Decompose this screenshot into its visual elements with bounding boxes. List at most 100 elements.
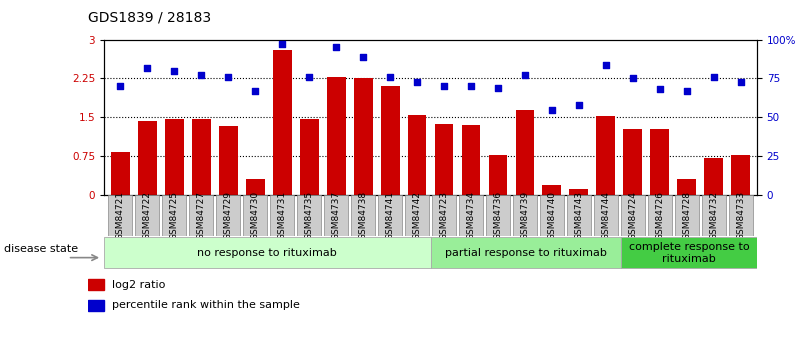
Bar xyxy=(138,121,157,195)
Bar xyxy=(623,129,642,195)
FancyBboxPatch shape xyxy=(729,195,753,236)
Text: GSM84742: GSM84742 xyxy=(413,191,421,240)
Text: GSM84732: GSM84732 xyxy=(709,191,718,240)
Bar xyxy=(408,115,426,195)
Text: complete response to
rituximab: complete response to rituximab xyxy=(629,242,749,264)
Text: GSM84729: GSM84729 xyxy=(223,191,233,240)
Point xyxy=(330,45,343,50)
Text: GSM84721: GSM84721 xyxy=(116,191,125,240)
Text: GSM84722: GSM84722 xyxy=(143,191,152,240)
Point xyxy=(356,54,369,60)
Text: no response to rituximab: no response to rituximab xyxy=(198,248,337,258)
Bar xyxy=(88,299,104,311)
Point xyxy=(465,83,477,89)
Point xyxy=(545,107,558,112)
FancyBboxPatch shape xyxy=(216,195,240,236)
Text: GSM84736: GSM84736 xyxy=(493,191,502,240)
Point xyxy=(195,72,207,78)
Bar xyxy=(246,179,264,195)
FancyBboxPatch shape xyxy=(108,195,132,236)
Point xyxy=(276,41,288,47)
FancyBboxPatch shape xyxy=(540,195,564,236)
Bar xyxy=(542,185,562,195)
Text: GSM84727: GSM84727 xyxy=(197,191,206,240)
Point xyxy=(384,74,396,80)
Text: GDS1839 / 28183: GDS1839 / 28183 xyxy=(88,10,211,24)
Bar xyxy=(88,279,104,290)
Text: GSM84723: GSM84723 xyxy=(440,191,449,240)
Bar xyxy=(650,129,670,195)
Bar xyxy=(111,152,130,195)
FancyBboxPatch shape xyxy=(459,195,483,236)
Bar xyxy=(597,116,615,195)
Text: disease state: disease state xyxy=(4,244,78,254)
Point xyxy=(654,87,666,92)
FancyBboxPatch shape xyxy=(405,195,429,236)
FancyBboxPatch shape xyxy=(189,195,213,236)
Text: GSM84740: GSM84740 xyxy=(547,191,557,240)
Point xyxy=(303,74,316,80)
Bar xyxy=(327,77,345,195)
Text: GSM84724: GSM84724 xyxy=(628,191,638,240)
Text: percentile rank within the sample: percentile rank within the sample xyxy=(112,300,300,310)
Bar xyxy=(435,124,453,195)
Text: GSM84737: GSM84737 xyxy=(332,191,340,240)
Text: GSM84725: GSM84725 xyxy=(170,191,179,240)
Point xyxy=(411,79,424,85)
Bar xyxy=(731,155,751,195)
Point xyxy=(626,76,639,81)
FancyBboxPatch shape xyxy=(674,195,699,236)
Bar xyxy=(165,119,183,195)
Bar xyxy=(300,119,319,195)
Text: GSM84741: GSM84741 xyxy=(385,191,395,240)
FancyBboxPatch shape xyxy=(513,195,537,236)
Bar xyxy=(354,78,372,195)
Point xyxy=(168,68,181,73)
Point xyxy=(437,83,450,89)
FancyBboxPatch shape xyxy=(351,195,375,236)
Bar xyxy=(704,158,723,195)
Bar xyxy=(380,86,400,195)
Bar xyxy=(461,125,481,195)
FancyBboxPatch shape xyxy=(324,195,348,236)
FancyBboxPatch shape xyxy=(594,195,618,236)
Bar xyxy=(272,50,292,195)
Point xyxy=(735,79,747,85)
FancyBboxPatch shape xyxy=(135,195,159,236)
FancyBboxPatch shape xyxy=(702,195,726,236)
Bar xyxy=(489,155,507,195)
FancyBboxPatch shape xyxy=(104,237,430,268)
Bar xyxy=(219,126,238,195)
Point xyxy=(599,62,612,67)
FancyBboxPatch shape xyxy=(243,195,268,236)
Text: GSM84743: GSM84743 xyxy=(574,191,583,240)
FancyBboxPatch shape xyxy=(432,195,456,236)
Text: GSM84730: GSM84730 xyxy=(251,191,260,240)
FancyBboxPatch shape xyxy=(621,195,645,236)
Point xyxy=(141,65,154,70)
Text: GSM84738: GSM84738 xyxy=(359,191,368,240)
Bar xyxy=(191,119,211,195)
Point xyxy=(222,74,235,80)
FancyBboxPatch shape xyxy=(621,237,757,268)
Text: GSM84733: GSM84733 xyxy=(736,191,745,240)
FancyBboxPatch shape xyxy=(270,195,294,236)
FancyBboxPatch shape xyxy=(430,237,621,268)
Text: GSM84726: GSM84726 xyxy=(655,191,664,240)
Bar xyxy=(678,179,696,195)
Text: GSM84744: GSM84744 xyxy=(602,191,610,240)
Point xyxy=(680,88,693,94)
Text: log2 ratio: log2 ratio xyxy=(112,280,166,290)
Point xyxy=(707,74,720,80)
Point xyxy=(518,72,531,78)
Text: GSM84734: GSM84734 xyxy=(466,191,476,240)
FancyBboxPatch shape xyxy=(162,195,187,236)
FancyBboxPatch shape xyxy=(486,195,510,236)
Text: partial response to rituximab: partial response to rituximab xyxy=(445,248,606,258)
Text: GSM84739: GSM84739 xyxy=(521,191,529,240)
FancyBboxPatch shape xyxy=(378,195,402,236)
Point xyxy=(492,85,505,91)
FancyBboxPatch shape xyxy=(648,195,672,236)
FancyBboxPatch shape xyxy=(567,195,591,236)
Point xyxy=(114,83,127,89)
